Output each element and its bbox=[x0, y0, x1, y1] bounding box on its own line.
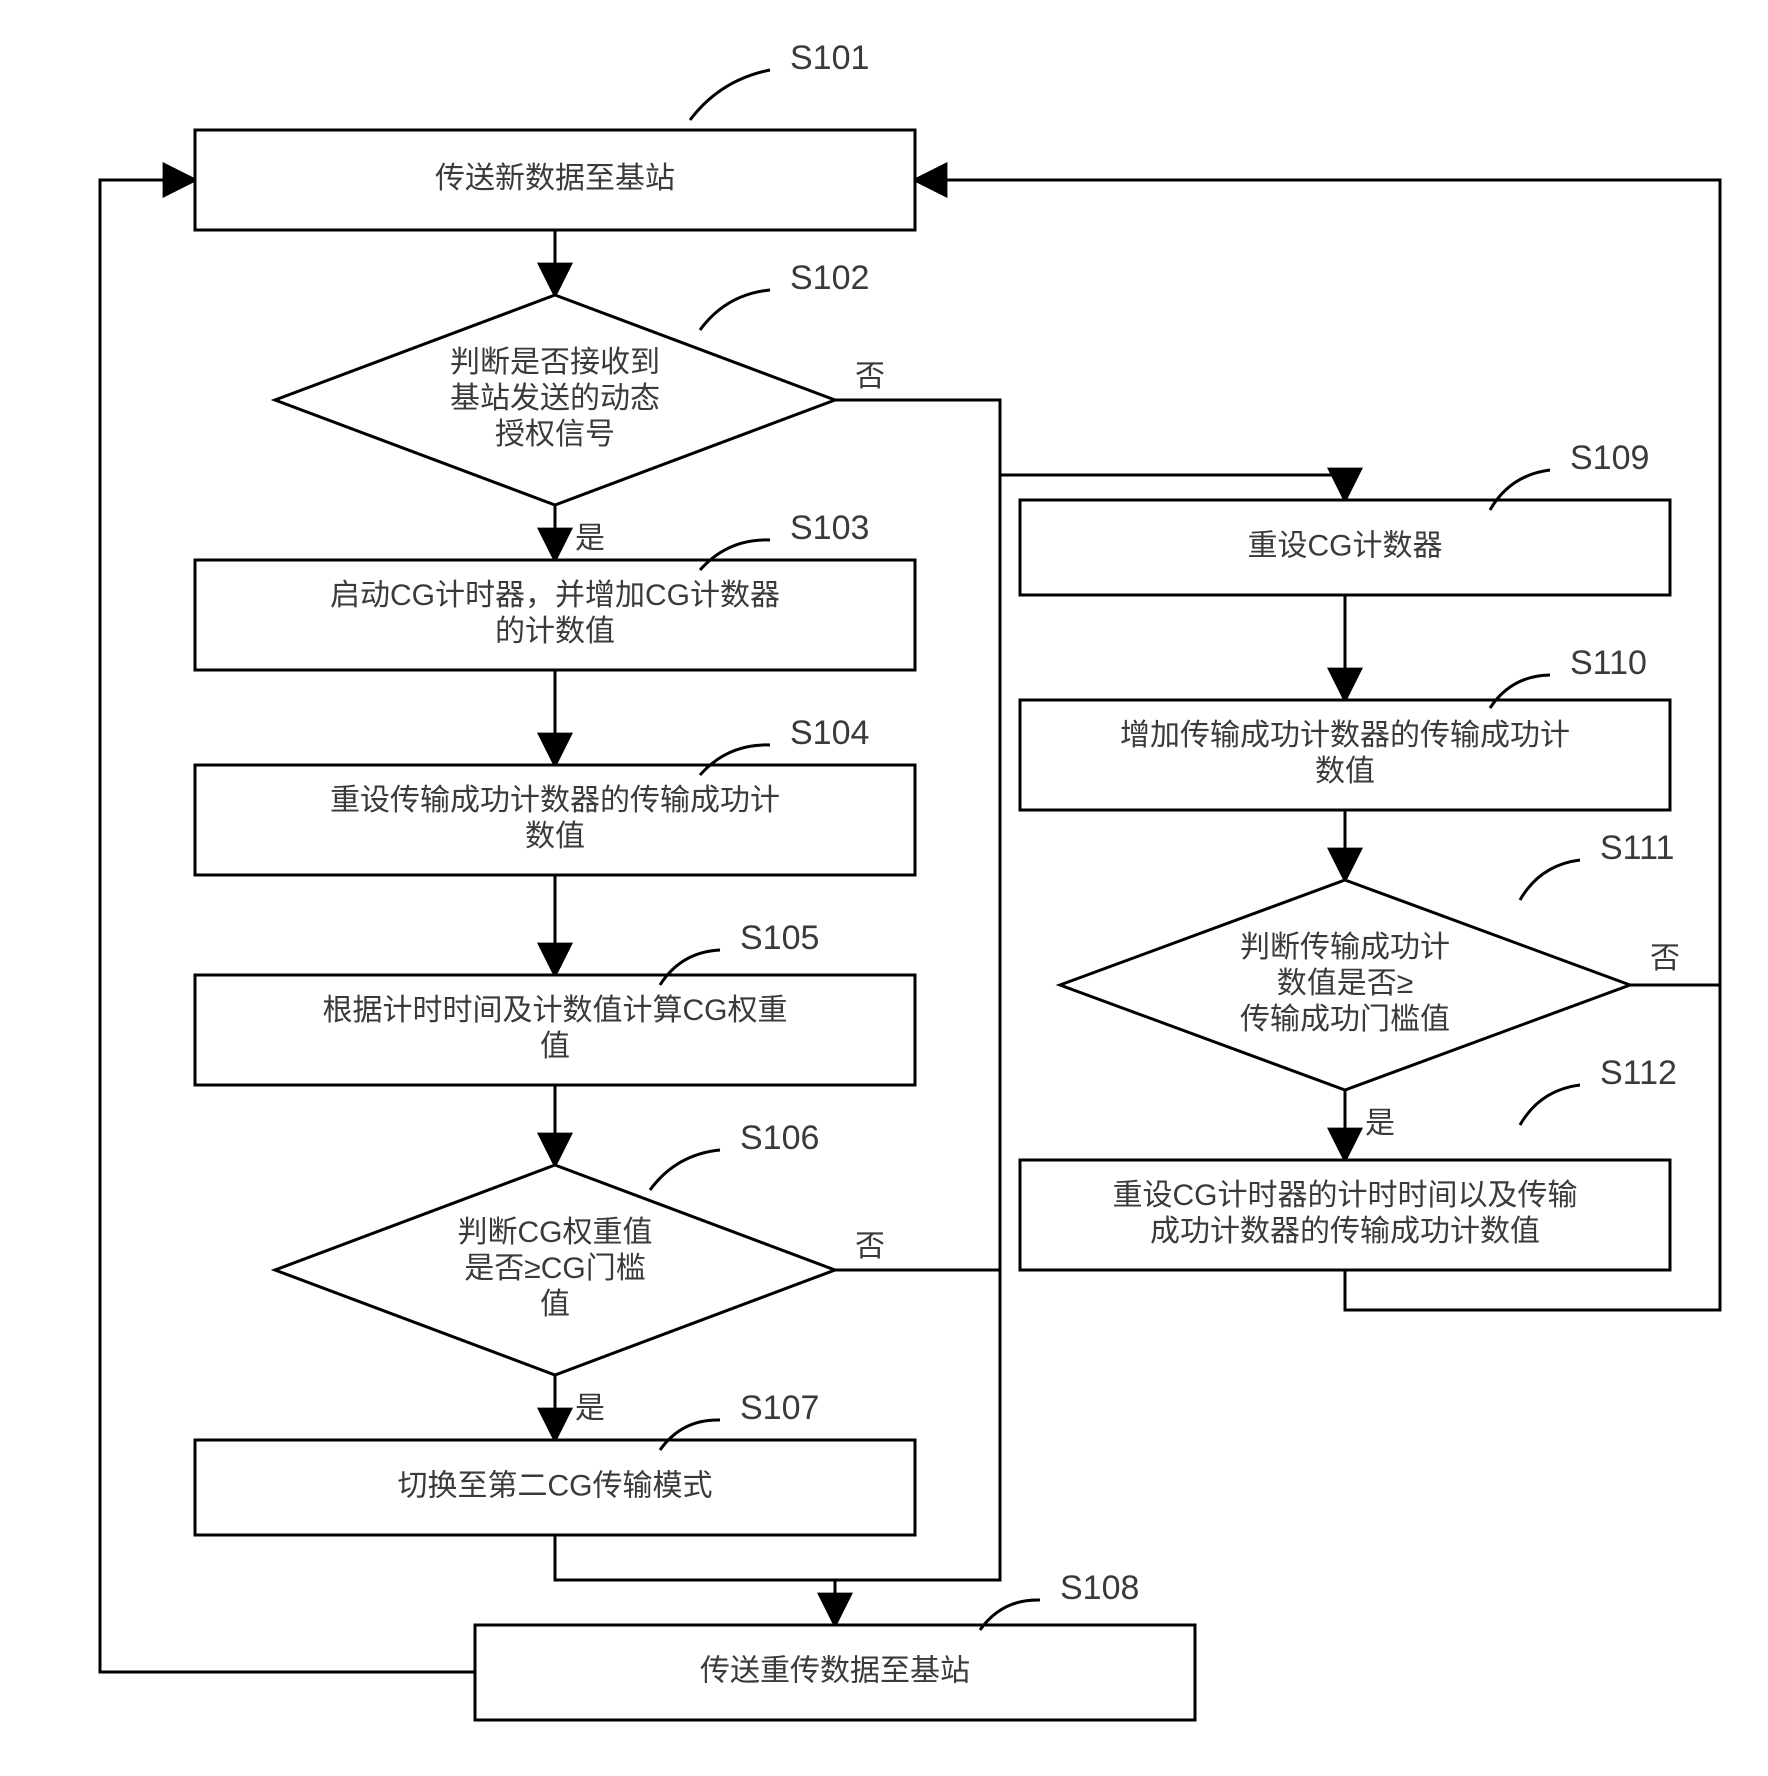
node-text: 值 bbox=[540, 1030, 570, 1063]
node-s104: 重设传输成功计数器的传输成功计数值 bbox=[195, 765, 915, 875]
node-text: 数值 bbox=[525, 820, 585, 853]
step-label: S109 bbox=[1570, 439, 1649, 477]
step-label: S111 bbox=[1600, 829, 1674, 867]
node-text: 授权信号 bbox=[495, 418, 615, 451]
step-label: S112 bbox=[1600, 1054, 1677, 1092]
edge-label: 是 bbox=[1365, 1107, 1395, 1140]
edge-label: 是 bbox=[575, 1392, 605, 1425]
step-label: S108 bbox=[1060, 1569, 1139, 1607]
node-s106: 判断CG权重值是否≥CG门槛值 bbox=[275, 1165, 835, 1375]
node-text: 增加传输成功计数器的传输成功计 bbox=[1120, 719, 1570, 752]
node-text: 切换至第二CG传输模式 bbox=[398, 1469, 713, 1502]
node-s109: 重设CG计数器 bbox=[1020, 500, 1670, 595]
node-text: 重设CG计数器 bbox=[1248, 529, 1443, 562]
node-text: 根据计时时间及计数值计算CG权重 bbox=[323, 994, 788, 1027]
step-label: S103 bbox=[790, 509, 869, 547]
node-text: 数值是否≥ bbox=[1277, 967, 1413, 1000]
flowchart-canvas: 传送新数据至基站判断是否接收到基站发送的动态授权信号启动CG计时器，并增加CG计… bbox=[0, 0, 1768, 1776]
step-leader bbox=[1520, 860, 1580, 900]
node-text: 启动CG计时器，并增加CG计数器 bbox=[330, 579, 780, 612]
step-label: S105 bbox=[740, 919, 819, 957]
node-s111: 判断传输成功计数值是否≥传输成功门槛值 bbox=[1060, 880, 1630, 1090]
node-s101: 传送新数据至基站 bbox=[195, 130, 915, 230]
node-text: 是否≥CG门槛 bbox=[464, 1252, 645, 1285]
step-label: S102 bbox=[790, 259, 869, 297]
node-text: 判断是否接收到 bbox=[450, 346, 660, 379]
node-s105: 根据计时时间及计数值计算CG权重值 bbox=[195, 975, 915, 1085]
step-label: S101 bbox=[790, 39, 869, 77]
node-text: 的计数值 bbox=[495, 615, 615, 648]
edge bbox=[835, 400, 1000, 475]
edge bbox=[1000, 475, 1345, 500]
step-label: S106 bbox=[740, 1119, 819, 1157]
node-s107: 切换至第二CG传输模式 bbox=[195, 1440, 915, 1535]
node-text: 数值 bbox=[1315, 755, 1375, 788]
node-s110: 增加传输成功计数器的传输成功计数值 bbox=[1020, 700, 1670, 810]
step-leader bbox=[650, 1150, 720, 1190]
step-leader bbox=[700, 290, 770, 330]
node-s112: 重设CG计时器的计时时间以及传输成功计数器的传输成功计数值 bbox=[1020, 1160, 1670, 1270]
node-text: 传输成功门槛值 bbox=[1240, 1003, 1450, 1036]
node-text: 重设CG计时器的计时时间以及传输 bbox=[1113, 1179, 1578, 1212]
step-leader bbox=[1520, 1085, 1580, 1125]
node-text: 判断CG权重值 bbox=[458, 1216, 653, 1249]
node-s103: 启动CG计时器，并增加CG计数器的计数值 bbox=[195, 560, 915, 670]
edge-label: 否 bbox=[855, 360, 885, 393]
edge-label: 是 bbox=[575, 522, 605, 555]
edge bbox=[555, 1535, 835, 1625]
edge-label: 否 bbox=[855, 1230, 885, 1263]
node-text: 判断传输成功计 bbox=[1240, 931, 1450, 964]
node-text: 值 bbox=[540, 1288, 570, 1321]
step-label: S107 bbox=[740, 1389, 819, 1427]
node-text: 基站发送的动态 bbox=[450, 382, 660, 415]
node-s108: 传送重传数据至基站 bbox=[475, 1625, 1195, 1720]
edge-label: 否 bbox=[1650, 942, 1680, 975]
step-label: S110 bbox=[1570, 644, 1647, 682]
node-text: 传送新数据至基站 bbox=[435, 162, 675, 195]
node-text: 重设传输成功计数器的传输成功计 bbox=[330, 784, 780, 817]
step-leader bbox=[690, 70, 770, 120]
node-s102: 判断是否接收到基站发送的动态授权信号 bbox=[275, 295, 835, 505]
node-text: 传送重传数据至基站 bbox=[700, 1654, 970, 1687]
step-label: S104 bbox=[790, 714, 869, 752]
node-text: 成功计数器的传输成功计数值 bbox=[1150, 1215, 1540, 1248]
